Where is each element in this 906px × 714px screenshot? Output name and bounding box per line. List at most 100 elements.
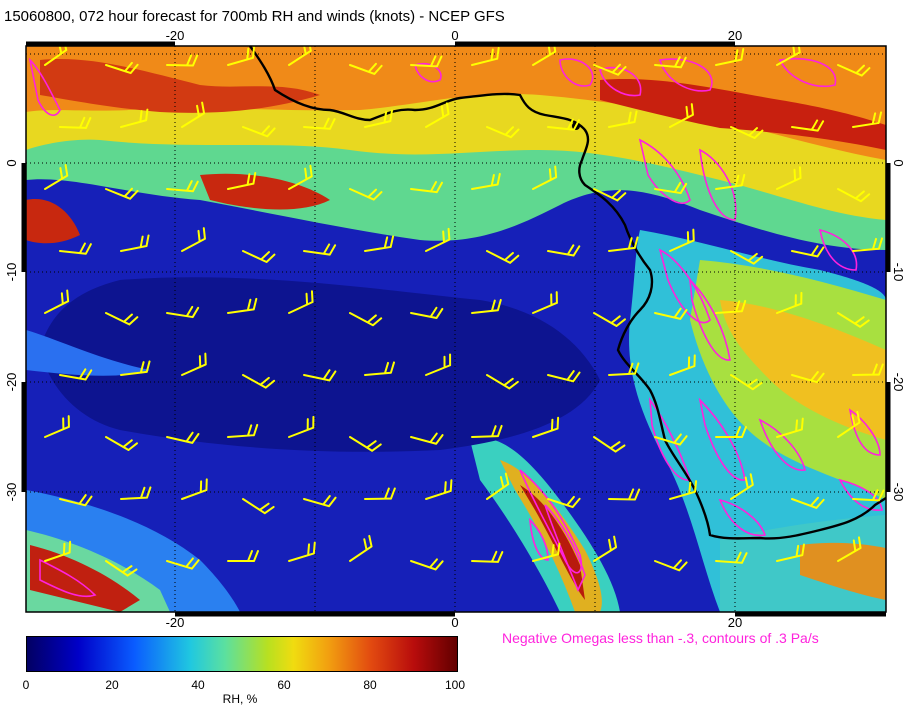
wind-barb (547, 118, 580, 131)
left-lat-tick: -20 (4, 373, 19, 392)
wind-barb (425, 353, 452, 376)
wind-barb (669, 354, 696, 376)
wind-barb (120, 234, 150, 252)
wind-barb (776, 291, 803, 314)
wind-barb (486, 374, 519, 390)
bottom-lon-tick: 0 (451, 615, 458, 630)
coastline (249, 45, 887, 540)
left-lat-tick: -10 (4, 263, 19, 282)
wind-barb (227, 297, 258, 314)
wind-barb (181, 352, 207, 376)
wind-barb (593, 535, 618, 562)
wind-barb (364, 487, 396, 500)
wind-barb (837, 64, 871, 77)
wind-barb (471, 424, 503, 438)
wind-barb (791, 496, 825, 509)
wind-barb (364, 361, 396, 376)
wind-barb (486, 126, 520, 139)
wind-barb (227, 171, 257, 190)
wind-barb (547, 495, 581, 509)
wind-barb (532, 416, 560, 438)
wind-barb (425, 227, 451, 252)
wind-barb (242, 125, 276, 138)
bottom-lon-tick: -20 (166, 615, 185, 630)
map-title: 15060800, 072 hour forecast for 700mb RH… (4, 8, 505, 25)
rh-colorbar (26, 636, 458, 672)
wind-barb (410, 558, 444, 571)
top-lon-tick: 20 (728, 28, 742, 43)
wind-barb (59, 116, 92, 129)
wind-barb (410, 55, 443, 68)
wind-barb (852, 489, 885, 502)
wind-barb (730, 126, 764, 139)
colorbar-label: RH, % (222, 692, 258, 706)
wind-barb (791, 371, 825, 384)
wind-barb (547, 370, 581, 383)
wind-barb (486, 472, 510, 500)
wind-barb (59, 242, 92, 255)
wind-barb (166, 54, 199, 67)
wind-barb (242, 250, 276, 263)
wind-barb (44, 415, 70, 438)
wind-barb (776, 166, 802, 190)
wind-barb (532, 291, 558, 314)
omega-legend-note: Negative Omegas less than -.3, contours … (502, 630, 819, 646)
wind-barb (105, 61, 139, 75)
wind-barb (242, 498, 275, 515)
wind-barb (471, 550, 504, 563)
wind-barb (715, 173, 746, 190)
wind-barb (105, 312, 139, 326)
left-lat-tick: -30 (4, 483, 19, 502)
wind-barb (730, 374, 763, 391)
wind-barb (349, 436, 382, 452)
right-lat-tick: -10 (891, 263, 906, 282)
colorbar-tick: 60 (277, 678, 291, 692)
colorbar-tick: 80 (363, 678, 377, 692)
wind-barb (852, 363, 884, 376)
wind-barb (547, 244, 581, 257)
wind-barb (349, 534, 373, 562)
wind-barb (654, 181, 688, 195)
wind-barb (608, 236, 639, 252)
wind-barb (608, 488, 641, 501)
wind-barb (288, 164, 313, 190)
wind-barb (303, 117, 336, 130)
wind-barb (471, 298, 502, 314)
wind-barb (593, 436, 626, 453)
wind-barb (715, 426, 747, 438)
wind-barb (410, 306, 444, 319)
left-lat-tick: 0 (4, 159, 19, 166)
wind-barb (715, 47, 745, 66)
wind-barb (181, 478, 208, 500)
wind-barb (105, 436, 138, 451)
wind-barb (120, 360, 151, 376)
wind-barb (532, 165, 558, 190)
wind-barb (288, 541, 316, 562)
wind-barb (349, 62, 383, 75)
wind-barb (166, 180, 199, 193)
wind-barb (364, 235, 395, 252)
wind-barb (303, 495, 337, 508)
wind-barb (852, 237, 884, 252)
wind-barb (608, 110, 638, 128)
wind-barb (349, 312, 383, 327)
wind-barb (227, 550, 259, 562)
wind-barb (227, 423, 259, 438)
wind-barb (288, 46, 312, 66)
wind-barb (837, 410, 861, 438)
wind-barb (105, 560, 138, 577)
right-lat-tick: -30 (891, 483, 906, 502)
wind-barb (776, 417, 804, 438)
wind-barb (166, 431, 200, 444)
wind-barb (730, 250, 764, 265)
wind-barb (654, 433, 688, 446)
wind-barb (166, 557, 200, 570)
wind-barb (44, 540, 72, 562)
wind-barb (593, 312, 626, 327)
wind-barb (776, 543, 805, 562)
top-lon-tick: 0 (451, 28, 458, 43)
wind-barb (227, 46, 256, 66)
wind-barb (486, 250, 520, 264)
wind-barb (593, 63, 627, 76)
